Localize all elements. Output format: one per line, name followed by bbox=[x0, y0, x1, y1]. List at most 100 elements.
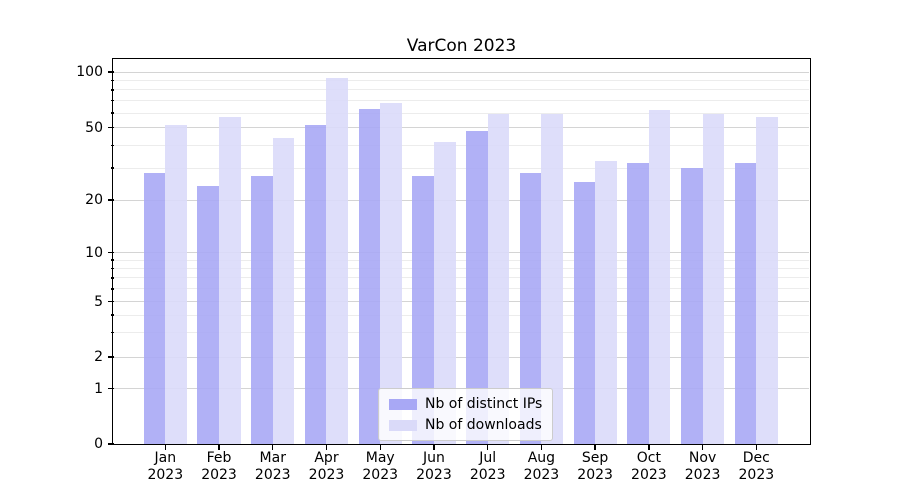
bar-distinct-ips-oct bbox=[627, 162, 649, 444]
legend-swatch-downloads bbox=[389, 419, 417, 431]
x-tick-label-year: 2023 bbox=[469, 466, 506, 483]
x-tick-label: Nov 2023 bbox=[671, 450, 735, 483]
y-minor-tick bbox=[110, 79, 114, 82]
gridline-minor bbox=[114, 259, 809, 261]
y-minor-tick bbox=[110, 100, 114, 102]
y-tick-label: 0 bbox=[94, 436, 103, 452]
x-tick-label: Jan 2023 bbox=[133, 450, 197, 483]
y-tick bbox=[107, 443, 114, 445]
x-tick-label-year: 2023 bbox=[147, 466, 184, 483]
chart-title: VarCon 2023 bbox=[406, 36, 517, 56]
x-tick-label-month: Oct bbox=[636, 450, 661, 466]
x-tick bbox=[701, 444, 704, 450]
y-tick-label: 1 bbox=[94, 380, 103, 397]
y-tick-label: 100 bbox=[76, 64, 103, 80]
gridline-major bbox=[114, 127, 809, 129]
x-tick-label-year: 2023 bbox=[308, 466, 345, 483]
y-minor-tick bbox=[110, 314, 114, 316]
bar-downloads-sep bbox=[595, 160, 617, 444]
bar-downloads-jan bbox=[165, 124, 187, 444]
x-tick bbox=[648, 444, 650, 450]
x-tick bbox=[325, 444, 328, 450]
x-tick bbox=[594, 444, 596, 450]
y-minor-tick bbox=[110, 167, 114, 169]
y-tick bbox=[107, 127, 114, 129]
gridline-minor bbox=[114, 314, 809, 316]
bar-downloads-nov bbox=[702, 114, 725, 444]
bar-distinct-ips-jan bbox=[143, 173, 166, 444]
bar-distinct-ips-apr bbox=[304, 124, 327, 444]
x-tick-label-month: May bbox=[365, 450, 395, 466]
x-tick bbox=[433, 444, 435, 450]
x-tick-label-year: 2023 bbox=[684, 466, 721, 483]
x-tick bbox=[218, 444, 220, 450]
x-tick-label: Aug 2023 bbox=[509, 450, 573, 483]
y-tick-label: 20 bbox=[85, 192, 103, 208]
y-minor-tick bbox=[110, 259, 114, 261]
bar-downloads-jul bbox=[487, 114, 510, 444]
x-tick-label-month: Mar bbox=[259, 450, 286, 466]
bar-distinct-ips-feb bbox=[197, 185, 220, 444]
x-tick-label-month: Apr bbox=[314, 450, 339, 466]
gridline-major bbox=[114, 71, 809, 73]
y-minor-tick bbox=[110, 112, 114, 114]
y-tick bbox=[107, 71, 114, 73]
y-tick-label: 2 bbox=[94, 349, 103, 365]
x-tick-label: Jun 2023 bbox=[402, 450, 466, 483]
x-tick-label-month: Aug bbox=[527, 450, 556, 466]
gridline-minor bbox=[114, 89, 809, 91]
bar-distinct-ips-jun bbox=[412, 176, 434, 444]
x-tick-label-year: 2023 bbox=[523, 466, 560, 483]
y-tick-label: 5 bbox=[94, 293, 103, 310]
legend-item-distinct-ips: Nb of distinct IPs bbox=[389, 395, 542, 413]
gridline-minor bbox=[114, 332, 809, 334]
x-tick-label-month: Jan bbox=[154, 450, 177, 466]
gridline-minor bbox=[114, 277, 809, 279]
gridline-minor bbox=[114, 79, 809, 81]
y-tick bbox=[107, 301, 114, 303]
gridline-minor bbox=[114, 144, 809, 146]
y-minor-tick bbox=[110, 331, 114, 334]
y-minor-tick bbox=[110, 288, 114, 290]
y-tick-label: 50 bbox=[85, 119, 103, 136]
gridline-minor bbox=[114, 100, 809, 102]
x-tick-label-year: 2023 bbox=[738, 466, 775, 483]
gridline-major bbox=[114, 356, 809, 358]
legend-label-downloads: Nb of downloads bbox=[425, 417, 542, 433]
y-tick bbox=[107, 356, 114, 358]
y-minor-tick bbox=[110, 144, 114, 147]
y-minor-tick bbox=[110, 277, 114, 279]
bar-distinct-ips-may bbox=[358, 109, 381, 444]
gridline-minor bbox=[114, 167, 809, 169]
gridline-minor bbox=[114, 267, 809, 269]
bar-downloads-jun bbox=[433, 141, 456, 444]
x-tick bbox=[379, 444, 381, 450]
x-tick-label-month: Nov bbox=[688, 450, 717, 466]
x-tick-label-year: 2023 bbox=[362, 466, 399, 483]
bar-distinct-ips-jul bbox=[466, 131, 488, 444]
gridline-major bbox=[114, 252, 809, 254]
legend-item-downloads: Nb of downloads bbox=[389, 416, 542, 434]
bar-downloads-aug bbox=[541, 114, 563, 444]
bar-distinct-ips-sep bbox=[573, 182, 596, 444]
bar-downloads-mar bbox=[272, 137, 295, 444]
x-tick-label: Apr 2023 bbox=[294, 450, 358, 483]
x-tick-label-year: 2023 bbox=[577, 466, 613, 483]
x-tick-label-year: 2023 bbox=[254, 466, 291, 483]
bar-downloads-feb bbox=[219, 117, 241, 444]
y-tick bbox=[107, 387, 114, 390]
legend-swatch-distinct-ips bbox=[389, 398, 417, 410]
gridline-major bbox=[114, 199, 809, 201]
y-minor-tick bbox=[110, 89, 114, 91]
x-tick-label-year: 2023 bbox=[631, 466, 667, 483]
x-tick bbox=[164, 444, 166, 450]
x-tick-label-month: Dec bbox=[742, 450, 770, 466]
x-tick bbox=[755, 444, 758, 450]
x-tick-label-month: Feb bbox=[206, 450, 232, 466]
gridline-minor bbox=[114, 288, 809, 290]
bar-downloads-oct bbox=[648, 110, 671, 444]
x-tick-label-month: Jul bbox=[479, 450, 497, 466]
y-tick bbox=[107, 252, 114, 254]
x-tick-label-year: 2023 bbox=[416, 466, 452, 483]
